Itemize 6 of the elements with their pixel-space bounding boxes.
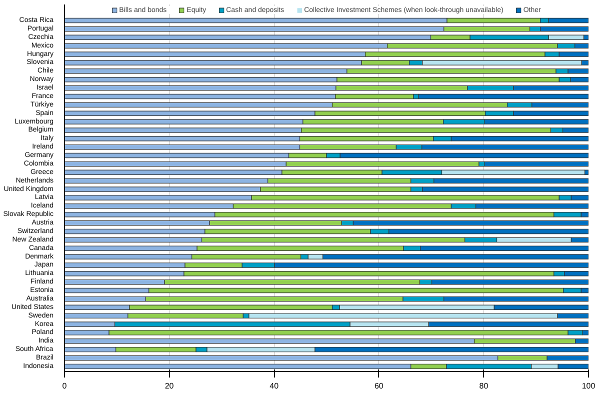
- x-tick-label: 100: [582, 382, 596, 390]
- x-tick-label: 60: [374, 382, 384, 390]
- x-tick-label: 20: [164, 382, 174, 390]
- x-tick-label: 80: [479, 382, 489, 390]
- x-tick-label: 0: [62, 382, 68, 390]
- x-tick-label: 40: [270, 382, 280, 390]
